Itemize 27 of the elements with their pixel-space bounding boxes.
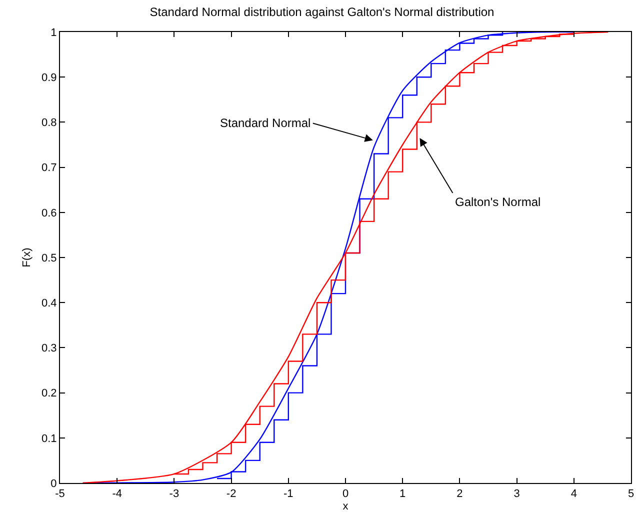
y-tick-label: 0.7 [42,162,57,174]
y-tick-label: 0.9 [42,72,57,84]
x-tick-label: -3 [169,488,180,500]
x-tick-label: 3 [514,488,520,500]
y-tick-label: 0 [50,478,57,490]
y-tick-label: 0.1 [42,432,57,445]
x-tick-label: -4 [112,488,122,500]
x-tick-label: -1 [284,488,294,500]
x-tick-label: 2 [456,488,463,500]
y-axis-title: F(x) [21,248,34,268]
x-tick-label: -5 [55,488,65,500]
y-tick-label: 0.8 [42,117,57,130]
x-tick-label: 4 [570,488,577,500]
annotation: Standard Normal [220,116,311,130]
y-tick-label: 1 [50,26,57,39]
x-tick-label: 5 [628,488,634,500]
chart-title: Standard Normal distribution against Galton's Normal distribution [150,5,494,20]
y-tick-label: 0.5 [42,252,57,264]
annotation: Galton's Normal [455,195,541,209]
y-tick-label: 0.4 [42,297,57,310]
y-tick-label: 0.3 [42,342,57,355]
x-tick-label: 0 [342,488,349,500]
x-tick-label: -2 [226,488,236,500]
x-tick-label: 1 [400,488,406,500]
y-tick-label: 0.2 [42,388,57,400]
x-axis-title: x [342,500,349,512]
y-tick-label: 0.6 [42,207,57,220]
